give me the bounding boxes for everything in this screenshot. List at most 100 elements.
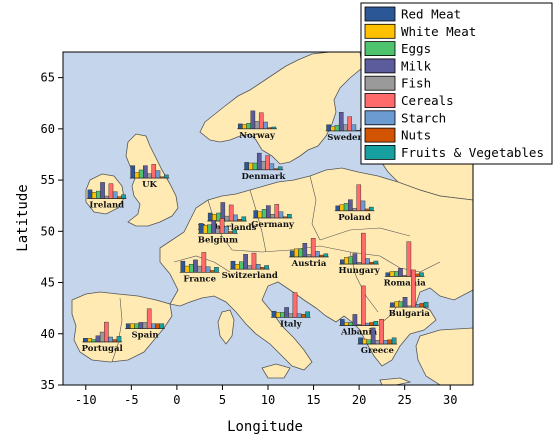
- border-line: [111, 297, 123, 363]
- bar: [351, 124, 357, 132]
- bar: [247, 265, 253, 270]
- y-tick-label: 50: [41, 224, 55, 238]
- bar: [99, 331, 105, 343]
- bar: [159, 323, 165, 329]
- bar: [335, 205, 341, 212]
- bar: [91, 192, 97, 199]
- bar: [423, 301, 429, 308]
- bar: [151, 323, 156, 329]
- bar: [340, 319, 345, 326]
- bar: [269, 163, 275, 171]
- country-label: France: [183, 274, 216, 284]
- bar: [362, 338, 368, 345]
- bar: [134, 172, 140, 179]
- bar: [358, 337, 363, 345]
- bar: [234, 264, 240, 270]
- bar: [130, 323, 135, 329]
- bar: [104, 321, 109, 343]
- bar-groups: IrelandUKNorwaySwedenDenmarkNetherlandsB…: [82, 110, 431, 356]
- bar: [112, 339, 118, 343]
- bar: [202, 225, 208, 234]
- bar: [212, 214, 217, 222]
- bar: [369, 322, 375, 326]
- y-tick-label: 55: [41, 173, 55, 187]
- country-label: Portugal: [82, 344, 124, 354]
- bar: [385, 272, 391, 277]
- legend-entry: Fruits & Vegetables: [401, 145, 544, 160]
- bar: [415, 304, 420, 308]
- bar: [370, 327, 376, 345]
- bar: [230, 260, 236, 270]
- bar: [87, 189, 93, 199]
- bar: [261, 160, 266, 171]
- legend-entry: Starch: [401, 110, 446, 125]
- bar: [340, 259, 345, 265]
- bar: [155, 323, 160, 329]
- bar: [305, 311, 310, 318]
- bar: [198, 223, 204, 234]
- legend-swatch: [364, 144, 396, 160]
- legend-swatch: [364, 58, 396, 74]
- bar: [256, 152, 262, 171]
- land-crete: [379, 377, 412, 385]
- bar: [244, 162, 249, 171]
- y-tick-label: 65: [41, 71, 55, 85]
- bar: [288, 313, 294, 318]
- bar-group: Hungary: [338, 232, 381, 276]
- bar-group: Spain: [125, 308, 165, 341]
- bar: [257, 211, 263, 219]
- bar: [373, 260, 379, 265]
- border-line: [249, 189, 267, 253]
- bar: [254, 121, 260, 130]
- country-label: Switzerland: [222, 271, 278, 281]
- country-label: Bulgaria: [389, 309, 431, 319]
- country-label: UK: [142, 180, 157, 190]
- bar: [201, 252, 207, 273]
- bar: [369, 206, 374, 212]
- bar: [197, 265, 202, 273]
- bar: [361, 285, 366, 326]
- bar: [379, 319, 384, 345]
- bar: [338, 112, 344, 132]
- bar: [83, 338, 88, 343]
- country-label: Norway: [239, 131, 276, 141]
- bar: [155, 170, 161, 179]
- bar: [232, 229, 237, 234]
- bar-group: Austria: [289, 238, 329, 269]
- bar: [271, 310, 277, 318]
- bar: [411, 269, 416, 308]
- bar: [215, 228, 221, 234]
- bar: [138, 169, 144, 179]
- bar: [104, 195, 110, 199]
- bar: [164, 174, 169, 179]
- bar: [387, 339, 393, 345]
- bar: [100, 182, 105, 199]
- legend-entry: White Meat: [401, 24, 476, 39]
- bar: [366, 339, 372, 345]
- bar: [347, 116, 352, 132]
- bar: [214, 267, 219, 273]
- y-tick-label: 40: [41, 327, 55, 341]
- bar: [241, 216, 247, 222]
- border-line: [309, 175, 321, 241]
- bar: [393, 271, 399, 277]
- bar: [306, 254, 312, 258]
- bar: [180, 260, 186, 273]
- legend-entry: Eggs: [401, 41, 431, 56]
- country-label: Sweden: [327, 133, 363, 143]
- bar-group: Albania: [339, 285, 380, 338]
- bar: [301, 314, 306, 318]
- bar: [112, 191, 118, 199]
- bar: [261, 209, 267, 219]
- legend-swatch: [364, 110, 396, 126]
- bar: [125, 323, 131, 329]
- bar: [211, 220, 216, 234]
- x-tick-label: 15: [306, 393, 320, 407]
- land-sicily: [261, 363, 291, 379]
- bar: [315, 251, 320, 258]
- bar: [352, 208, 357, 212]
- bar: [414, 273, 420, 277]
- x-tick-label: 5: [219, 393, 226, 407]
- x-tick-label: 30: [443, 393, 457, 407]
